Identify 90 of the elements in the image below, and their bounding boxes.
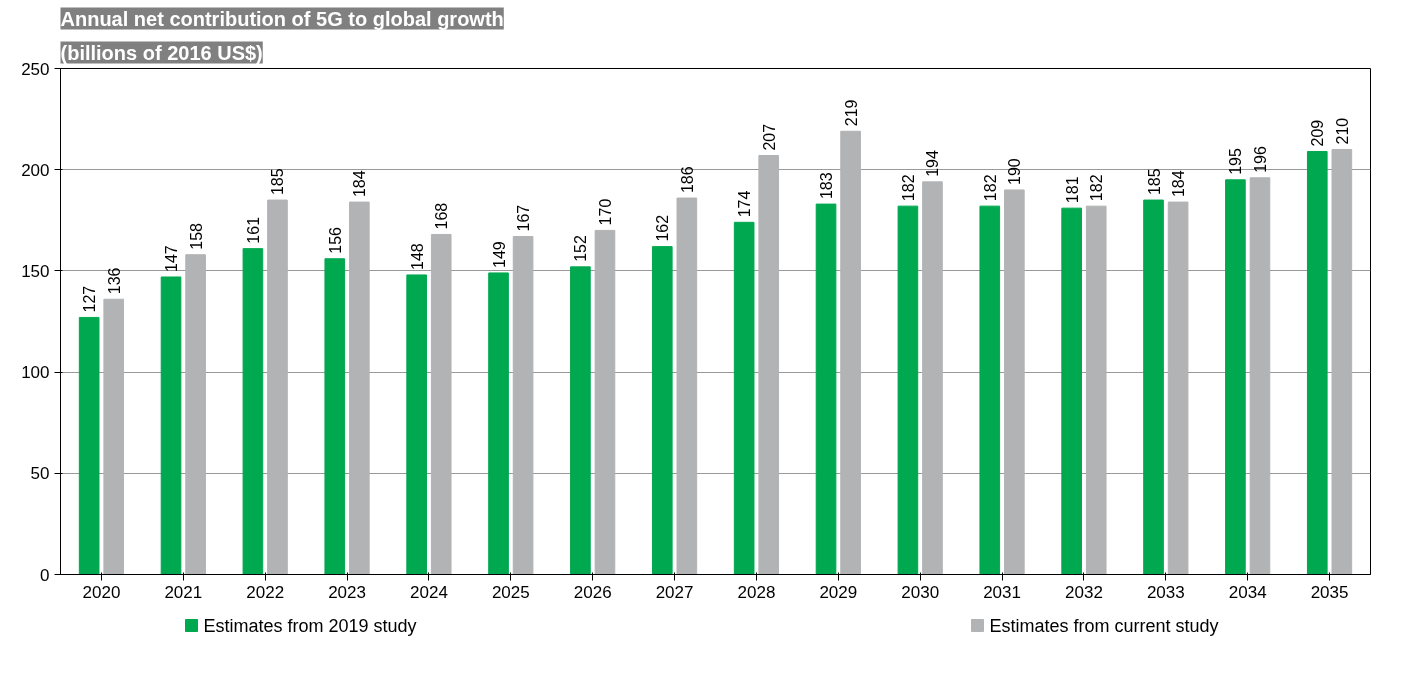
bar bbox=[324, 258, 346, 575]
data-label: 184 bbox=[1170, 170, 1188, 198]
x-tick-label: 2034 bbox=[1228, 582, 1267, 602]
data-label: 181 bbox=[1063, 176, 1081, 204]
legend-label: Estimates from current study bbox=[989, 615, 1219, 636]
data-label: 162 bbox=[654, 214, 672, 242]
bar bbox=[242, 248, 264, 575]
data-label: 182 bbox=[899, 174, 917, 202]
bar bbox=[185, 254, 206, 575]
bar bbox=[922, 181, 943, 575]
data-label: 194 bbox=[924, 150, 942, 177]
y-tick-label: 50 bbox=[30, 464, 50, 484]
data-label: 149 bbox=[490, 241, 508, 268]
data-label: 182 bbox=[1088, 174, 1106, 202]
bar bbox=[651, 246, 673, 575]
data-label: 161 bbox=[244, 216, 262, 244]
x-tick-label: 2035 bbox=[1310, 582, 1349, 602]
bar bbox=[1004, 189, 1025, 575]
data-label: 182 bbox=[981, 174, 999, 202]
bar bbox=[1249, 177, 1271, 575]
data-label: 195 bbox=[1227, 148, 1245, 175]
y-tick-label: 0 bbox=[40, 565, 50, 585]
bar bbox=[349, 201, 370, 575]
bar bbox=[78, 316, 100, 575]
y-tick-label: 250 bbox=[21, 59, 50, 79]
bar bbox=[488, 272, 509, 575]
x-tick-label: 2027 bbox=[655, 582, 694, 602]
data-label: 209 bbox=[1309, 119, 1327, 147]
x-tick-label: 2026 bbox=[573, 582, 612, 602]
data-label: 168 bbox=[433, 202, 451, 230]
bar bbox=[1167, 201, 1189, 575]
x-tick-label: 2020 bbox=[82, 582, 121, 602]
bar bbox=[406, 274, 427, 575]
x-tick-label: 2030 bbox=[901, 582, 940, 602]
y-tick-label: 150 bbox=[21, 261, 50, 281]
data-label: 184 bbox=[351, 170, 369, 198]
data-label: 196 bbox=[1251, 146, 1269, 173]
bar bbox=[1061, 207, 1082, 575]
legend-label: Estimates from 2019 study bbox=[203, 615, 417, 636]
x-tick-label: 2033 bbox=[1146, 582, 1185, 602]
bar bbox=[1331, 148, 1353, 575]
x-tick-label: 2028 bbox=[737, 582, 776, 602]
bar bbox=[512, 235, 534, 575]
bar bbox=[815, 203, 837, 575]
chart-title: Annual net contribution of 5G to global growth bbox=[60, 7, 504, 30]
data-label: 147 bbox=[163, 245, 181, 272]
bar bbox=[1085, 205, 1107, 575]
bar bbox=[430, 233, 452, 575]
x-tick-label: 2022 bbox=[246, 582, 285, 602]
data-label: 127 bbox=[81, 285, 99, 313]
x-tick-label: 2025 bbox=[491, 582, 530, 602]
data-label: 156 bbox=[326, 226, 344, 254]
x-tick-label: 2021 bbox=[164, 582, 203, 602]
y-tick-label: 100 bbox=[21, 363, 50, 383]
data-label: 186 bbox=[678, 166, 696, 194]
bar bbox=[758, 155, 780, 575]
bar bbox=[570, 266, 591, 575]
data-label: 152 bbox=[572, 235, 590, 262]
data-label: 167 bbox=[515, 204, 533, 232]
data-label: 136 bbox=[105, 267, 123, 295]
bar bbox=[676, 197, 698, 575]
data-label: 185 bbox=[269, 168, 287, 196]
x-tick-label: 2032 bbox=[1065, 582, 1103, 602]
bar bbox=[1143, 199, 1164, 575]
x-tick-label: 2023 bbox=[328, 582, 366, 602]
data-label: 148 bbox=[408, 243, 426, 270]
data-label: 183 bbox=[818, 172, 836, 200]
chart-subtitle: (billions of 2016 US$) bbox=[60, 41, 263, 64]
bar bbox=[103, 298, 125, 575]
data-label: 174 bbox=[736, 190, 754, 218]
bar bbox=[840, 130, 861, 575]
bar bbox=[733, 221, 755, 575]
data-label: 158 bbox=[187, 222, 205, 250]
bar bbox=[1225, 179, 1246, 575]
data-label: 190 bbox=[1006, 158, 1024, 185]
bar bbox=[897, 205, 919, 575]
x-tick-label: 2024 bbox=[410, 582, 448, 602]
bar bbox=[594, 229, 616, 575]
data-label: 207 bbox=[760, 123, 778, 151]
data-label: 210 bbox=[1333, 117, 1351, 145]
bar bbox=[267, 199, 288, 575]
x-tick-label: 2029 bbox=[819, 582, 858, 602]
bar bbox=[979, 205, 1001, 575]
bar bbox=[160, 276, 182, 575]
x-tick-label: 2031 bbox=[983, 582, 1021, 602]
data-label: 170 bbox=[596, 198, 614, 226]
data-label: 219 bbox=[842, 99, 860, 127]
data-label: 185 bbox=[1145, 168, 1163, 196]
y-tick-label: 200 bbox=[21, 160, 50, 180]
bar bbox=[1306, 150, 1328, 575]
